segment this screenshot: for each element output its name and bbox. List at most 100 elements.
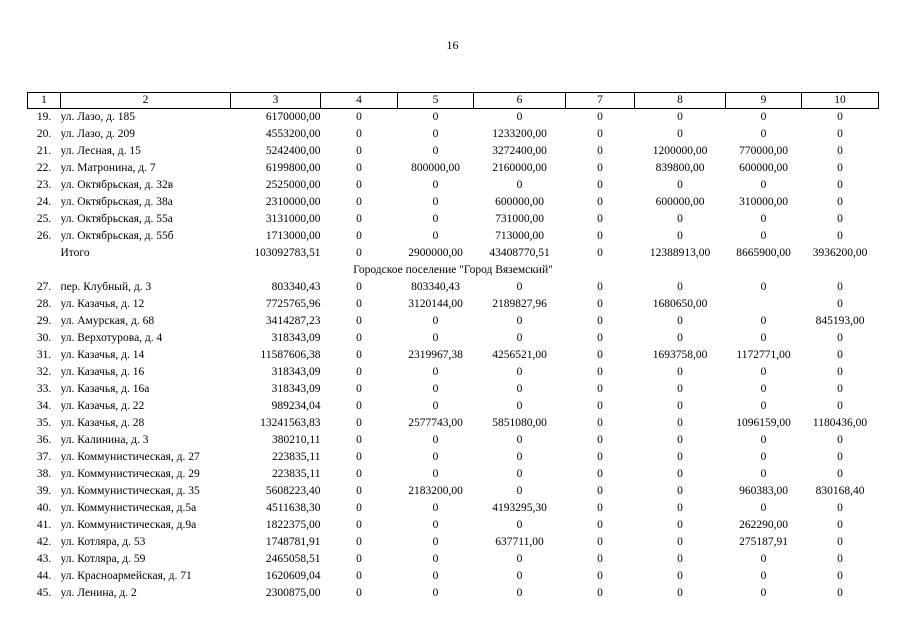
table-row: 20. ул. Лазо, д. 209 4553200,00 0 0 1233200,0… <box>28 126 879 143</box>
value-cell-9: 0 <box>760 570 767 582</box>
total-cost-cell: 1620609,04 <box>265 570 321 582</box>
value-cell-8: 1693758,00 <box>652 349 708 361</box>
value-cell-4: 0 <box>356 434 362 446</box>
column-header: 6 <box>473 92 566 109</box>
address-cell: ул. Красноармейская, д. 71 <box>60 570 192 582</box>
value-cell-10: 0 <box>837 349 843 361</box>
address-cell: ул. Казачья, д. 28 <box>60 417 145 429</box>
value-cell-6: 1233200,00 <box>492 128 547 140</box>
row-number: 42. <box>36 536 52 548</box>
value-cell-6: 0 <box>516 434 523 446</box>
row-number: 22. <box>36 162 52 174</box>
value-cell-9: 8665900,00 <box>736 247 791 259</box>
address-cell: Итого <box>60 247 90 259</box>
value-cell-7: 0 <box>597 451 603 463</box>
table-row: 44. ул. Красноармейская, д. 71 1620609,04 0… <box>28 568 879 585</box>
address-cell: ул. Лесная, д. 15 <box>60 145 141 157</box>
table-row: 23. ул. Октябрьская, д. 32в 2525000,00 0 0 0 0… <box>28 177 879 194</box>
value-cell-5: 0 <box>432 145 439 157</box>
table-row: 37. ул. Коммунистическая, д. 27 223835,11 0… <box>28 449 879 466</box>
value-cell-7: 0 <box>597 230 603 242</box>
value-cell-7: 0 <box>597 213 603 225</box>
value-cell-10: 830168,40 <box>815 485 865 497</box>
value-cell-4: 0 <box>356 400 362 412</box>
total-cost-cell: 103092783,51 <box>254 247 321 259</box>
value-cell-7: 0 <box>597 247 603 259</box>
address-cell: ул. Калинина, д. 3 <box>60 434 149 446</box>
value-cell-5: 0 <box>432 366 439 378</box>
total-cost-cell: 3414287,23 <box>265 315 321 327</box>
value-cell-8: 0 <box>677 553 683 565</box>
total-cost-cell: 2310000,00 <box>265 196 321 208</box>
value-cell-6: 637711,00 <box>495 536 544 548</box>
value-cell-10: 0 <box>837 468 843 480</box>
total-cost-cell: 2525000,00 <box>265 179 321 191</box>
value-cell-5: 2900000,00 <box>408 247 463 259</box>
column-header: 5 <box>397 92 474 109</box>
address-cell: пер. Клубный, д. 3 <box>60 281 152 293</box>
value-cell-4: 0 <box>356 281 362 293</box>
table-row: 45. ул. Ленина, д. 2 2300875,00 0 0 0 0 0 0 0 <box>28 585 879 602</box>
value-cell-10: 0 <box>837 196 843 208</box>
value-cell-6: 0 <box>516 383 523 395</box>
value-cell-5: 0 <box>432 128 439 140</box>
value-cell-7: 0 <box>597 281 603 293</box>
value-cell-8: 0 <box>677 111 683 123</box>
row-number: 23. <box>36 179 52 191</box>
value-cell-9: 0 <box>760 468 767 480</box>
table-row: 31. ул. Казачья, д. 14 11587606,38 0 2319967… <box>28 347 879 364</box>
column-header: 1 <box>27 92 61 109</box>
row-number: 34. <box>36 400 52 412</box>
value-cell-10: 0 <box>837 570 843 582</box>
value-cell-8: 0 <box>677 213 683 225</box>
value-cell-5: 3120144,00 <box>408 298 463 310</box>
address-cell: ул. Казачья, д. 16 <box>60 366 145 378</box>
address-cell: ул. Верхотурова, д. 4 <box>60 332 163 344</box>
value-cell-5: 0 <box>432 570 439 582</box>
row-number: 21. <box>36 145 52 157</box>
value-cell-10: 3936200,00 <box>812 247 868 259</box>
value-cell-8: 0 <box>677 230 683 242</box>
value-cell-8: 0 <box>677 468 683 480</box>
column-header: 4 <box>320 92 398 109</box>
value-cell-4: 0 <box>356 570 362 582</box>
table-row: 34. ул. Казачья, д. 22 989234,04 0 0 0 0 0 0 0 <box>28 398 879 415</box>
total-cost-cell: 380210,11 <box>272 434 321 446</box>
value-cell-10: 0 <box>837 502 843 514</box>
value-cell-5: 0 <box>432 196 439 208</box>
value-cell-5: 2577743,00 <box>408 417 463 429</box>
total-cost-cell: 5608223,40 <box>265 485 321 497</box>
value-cell-6: 0 <box>516 468 523 480</box>
value-cell-8: 0 <box>677 315 683 327</box>
value-cell-5: 0 <box>432 179 439 191</box>
value-cell-6: 0 <box>516 485 523 497</box>
total-cost-cell: 2300875,00 <box>265 587 321 599</box>
value-cell-10: 0 <box>837 434 843 446</box>
row-number: 40. <box>36 502 52 514</box>
value-cell-9: 770000,00 <box>739 145 788 157</box>
total-cost-cell: 6199800,00 <box>265 162 321 174</box>
value-cell-5: 0 <box>432 383 439 395</box>
value-cell-9: 0 <box>760 281 767 293</box>
value-cell-7: 0 <box>597 145 603 157</box>
column-header: 10 <box>801 92 879 109</box>
row-number: 19. <box>36 111 52 123</box>
row-number: 31. <box>36 349 52 361</box>
row-number: 29. <box>36 315 52 327</box>
value-cell-5: 0 <box>432 111 439 123</box>
row-number: 33. <box>36 383 52 395</box>
value-cell-4: 0 <box>356 230 362 242</box>
value-cell-10: 1180436,00 <box>812 417 868 429</box>
value-cell-4: 0 <box>356 179 362 191</box>
value-cell-10: 0 <box>837 128 843 140</box>
value-cell-7: 0 <box>597 519 603 531</box>
value-cell-9: 0 <box>760 315 767 327</box>
table-row: 36. ул. Калинина, д. 3 380210,11 0 0 0 0 0 0 0 <box>28 432 879 449</box>
address-cell: ул. Котляра, д. 59 <box>60 553 146 565</box>
row-number: 24. <box>36 196 52 208</box>
total-cost-cell: 223835,11 <box>272 451 321 463</box>
address-cell: ул. Октябрьская, д. 55а <box>60 213 173 225</box>
value-cell-7: 0 <box>597 315 603 327</box>
row-number: 39. <box>36 485 52 497</box>
value-cell-4: 0 <box>356 417 362 429</box>
